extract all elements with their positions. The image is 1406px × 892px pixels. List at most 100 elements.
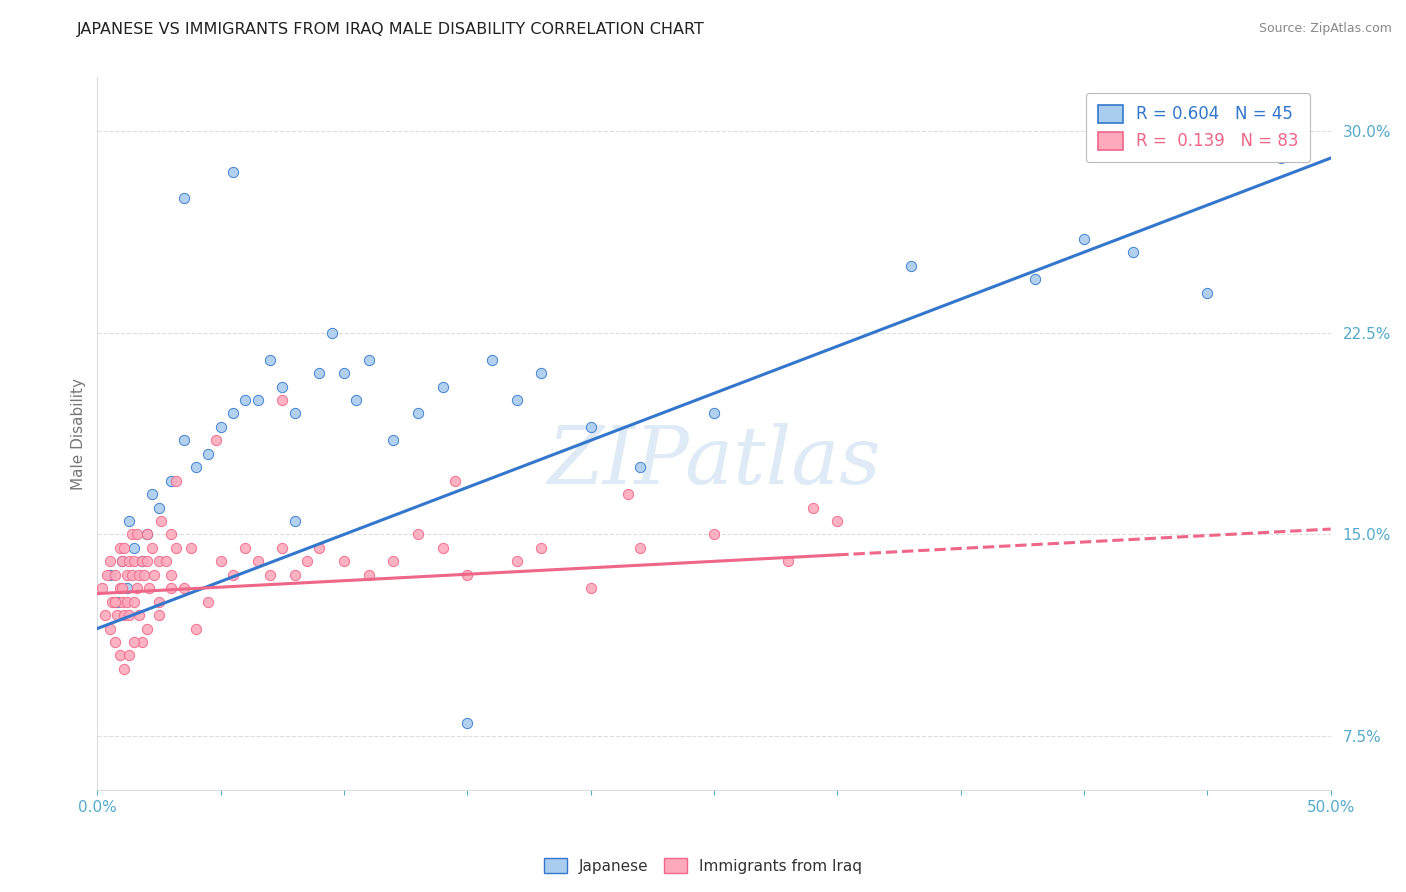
- Point: [98, 554, 121, 568]
- Point: [148, 554, 170, 568]
- Point: [101, 595, 124, 609]
- Point: [703, 407, 725, 421]
- Point: [628, 541, 651, 555]
- Point: [246, 554, 269, 568]
- Point: [295, 554, 318, 568]
- Point: [197, 447, 219, 461]
- Point: [111, 595, 134, 609]
- Point: [148, 608, 170, 623]
- Point: [111, 554, 134, 568]
- Point: [124, 541, 146, 555]
- Point: [160, 527, 183, 541]
- Point: [135, 622, 157, 636]
- Point: [165, 474, 187, 488]
- Point: [124, 635, 146, 649]
- Point: [104, 635, 127, 649]
- Point: [801, 500, 824, 515]
- Point: [125, 527, 148, 541]
- Point: [1073, 232, 1095, 246]
- Point: [776, 554, 799, 568]
- Point: [98, 622, 121, 636]
- Point: [406, 527, 429, 541]
- Point: [284, 514, 307, 528]
- Point: [91, 581, 114, 595]
- Point: [579, 581, 602, 595]
- Legend: R = 0.604   N = 45, R =  0.139   N = 83: R = 0.604 N = 45, R = 0.139 N = 83: [1085, 93, 1310, 161]
- Point: [135, 554, 157, 568]
- Point: [134, 567, 156, 582]
- Point: [118, 648, 141, 663]
- Point: [105, 595, 128, 609]
- Point: [104, 567, 127, 582]
- Point: [197, 595, 219, 609]
- Point: [235, 392, 257, 407]
- Point: [1270, 151, 1292, 165]
- Point: [150, 514, 173, 528]
- Point: [444, 474, 467, 488]
- Point: [505, 392, 527, 407]
- Point: [456, 567, 478, 582]
- Point: [128, 567, 150, 582]
- Point: [114, 608, 136, 623]
- Point: [284, 567, 307, 582]
- Point: [308, 541, 330, 555]
- Point: [155, 554, 177, 568]
- Point: [135, 527, 157, 541]
- Point: [96, 567, 118, 582]
- Point: [333, 554, 356, 568]
- Point: [173, 191, 195, 205]
- Point: [357, 567, 380, 582]
- Point: [530, 366, 553, 380]
- Point: [259, 352, 281, 367]
- Point: [143, 567, 166, 582]
- Point: [271, 392, 294, 407]
- Point: [121, 527, 143, 541]
- Point: [184, 622, 207, 636]
- Point: [1197, 285, 1219, 300]
- Point: [108, 581, 131, 595]
- Point: [357, 352, 380, 367]
- Point: [271, 541, 294, 555]
- Point: [98, 567, 121, 582]
- Point: [382, 434, 405, 448]
- Point: [148, 595, 170, 609]
- Point: [114, 662, 136, 676]
- Point: [530, 541, 553, 555]
- Point: [131, 554, 153, 568]
- Point: [148, 500, 170, 515]
- Point: [128, 608, 150, 623]
- Point: [138, 581, 160, 595]
- Point: [115, 581, 138, 595]
- Point: [235, 541, 257, 555]
- Point: [141, 487, 163, 501]
- Point: [105, 608, 128, 623]
- Point: [114, 541, 136, 555]
- Point: [124, 554, 146, 568]
- Point: [827, 514, 849, 528]
- Point: [222, 407, 245, 421]
- Legend: Japanese, Immigrants from Iraq: Japanese, Immigrants from Iraq: [538, 852, 868, 880]
- Point: [173, 434, 195, 448]
- Point: [108, 541, 131, 555]
- Point: [321, 326, 343, 340]
- Point: [1122, 245, 1144, 260]
- Point: [222, 164, 245, 178]
- Point: [246, 392, 269, 407]
- Point: [115, 567, 138, 582]
- Point: [432, 379, 454, 393]
- Point: [204, 434, 226, 448]
- Point: [271, 379, 294, 393]
- Point: [131, 635, 153, 649]
- Text: Source: ZipAtlas.com: Source: ZipAtlas.com: [1258, 22, 1392, 36]
- Point: [308, 366, 330, 380]
- Point: [131, 554, 153, 568]
- Point: [284, 407, 307, 421]
- Point: [703, 527, 725, 541]
- Point: [125, 581, 148, 595]
- Point: [505, 554, 527, 568]
- Point: [481, 352, 503, 367]
- Point: [259, 567, 281, 582]
- Point: [118, 554, 141, 568]
- Point: [209, 420, 232, 434]
- Point: [432, 541, 454, 555]
